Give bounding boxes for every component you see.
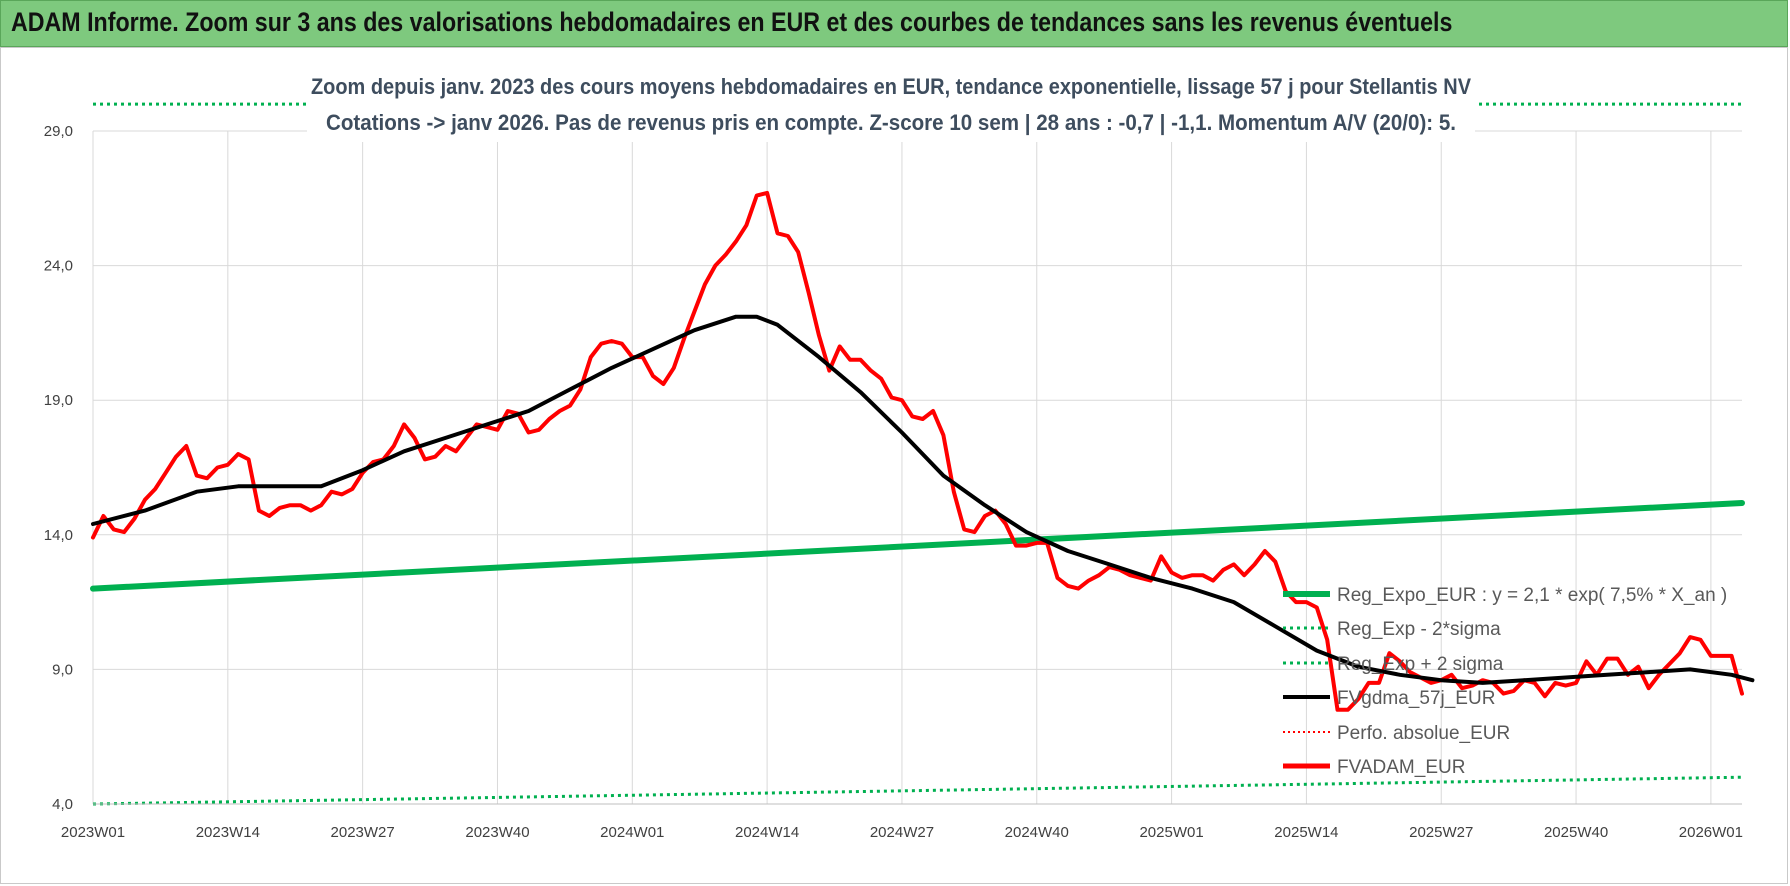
legend-label-fvadam: FVADAM_EUR: [1337, 757, 1465, 778]
legend: Reg_Expo_EUR : y = 2,1 * exp( 7,5% * X_a…: [1283, 585, 1727, 778]
series-fvgdma-57j-eur: [91, 314, 1755, 685]
y-tick-label: 4,0: [52, 796, 73, 813]
y-tick-label: 9,0: [52, 661, 73, 678]
legend-label-perfo: Perfo. absolue_EUR: [1337, 723, 1510, 744]
legend-label-reg-minus: Reg_Exp - 2*sigma: [1337, 619, 1501, 640]
x-tick-label: 2025W14: [1274, 824, 1338, 841]
legend-label-reg-expo: Reg_Expo_EUR : y = 2,1 * exp( 7,5% * X_a…: [1337, 585, 1727, 606]
x-tick-label: 2023W27: [331, 824, 395, 841]
y-tick-label: 24,0: [44, 258, 73, 275]
legend-label-gdma: FVgdma_57j_EUR: [1337, 688, 1495, 709]
x-tick-label: 2023W40: [465, 824, 529, 841]
page-title: ADAM Informe. Zoom sur 3 ans des valoris…: [11, 7, 1453, 37]
y-tick-label: 29,0: [44, 123, 73, 140]
x-tick-label: 2024W14: [735, 824, 799, 841]
x-tick-label: 2024W01: [600, 824, 664, 841]
series-reg-exp-2-sigma: [92, 775, 1743, 806]
chart-subtitle-line1: Zoom depuis janv. 2023 des cours moyens …: [311, 74, 1471, 99]
axes: 4,0 9,0 14,0 19,0 24,0 29,0 2023W01 2023W14 2023…: [44, 123, 1743, 841]
x-tick-label: 2024W40: [1005, 824, 1069, 841]
series-reg-expo-eur: [90, 500, 1745, 592]
legend-label-reg-plus: Reg_Exp + 2 sigma: [1337, 654, 1504, 675]
chart-frame: [0, 47, 1788, 884]
y-tick-label: 19,0: [44, 392, 73, 409]
x-tick-label: 2023W14: [196, 824, 260, 841]
series-layer: [90, 102, 1755, 806]
y-tick-label: 14,0: [44, 527, 73, 544]
x-tick-label: 2025W27: [1409, 824, 1473, 841]
header-banner: ADAM Informe. Zoom sur 3 ans des valoris…: [0, 0, 1788, 47]
subtitle-box: [307, 66, 1475, 142]
chart-subtitle-line2: Cotations -> janv 2026. Pas de revenus p…: [326, 110, 1456, 135]
x-tick-label: 2023W01: [61, 824, 125, 841]
x-tick-label: 2025W40: [1544, 824, 1608, 841]
x-tick-label: 2026W01: [1679, 824, 1743, 841]
x-tick-label: 2024W27: [870, 824, 934, 841]
x-tick-label: 2025W01: [1139, 824, 1203, 841]
